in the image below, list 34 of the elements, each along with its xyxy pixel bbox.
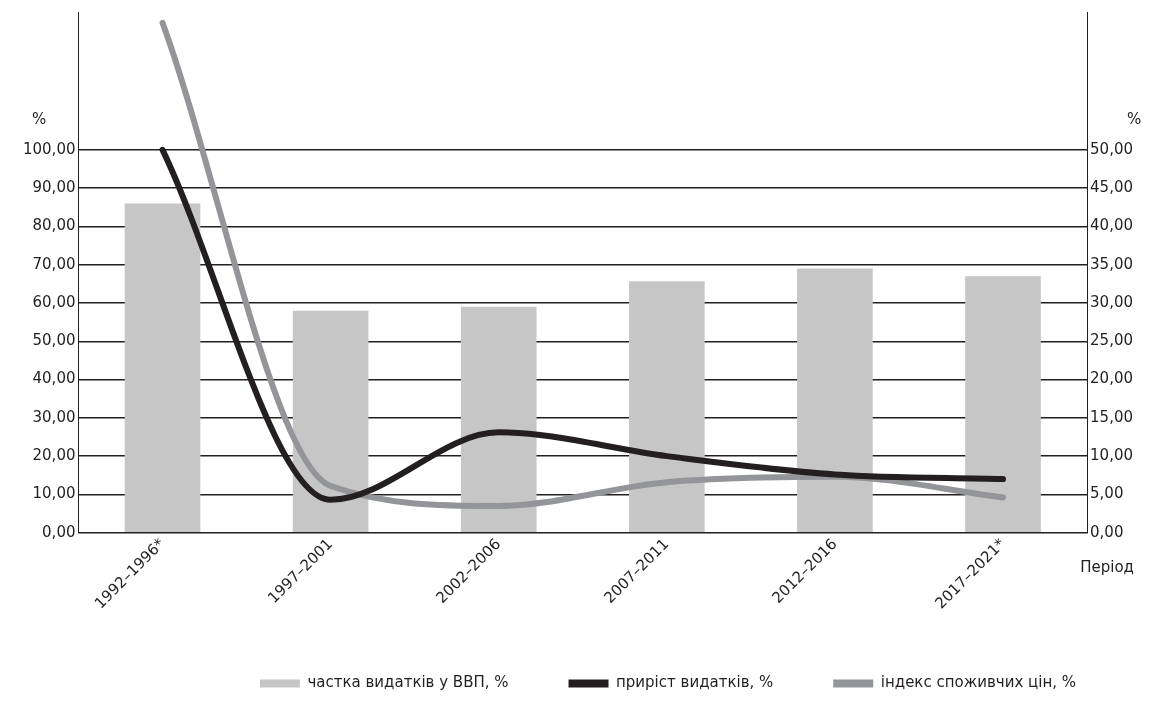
bar [797, 268, 873, 532]
y-axis-title: % [32, 110, 47, 129]
y2-tick-label: 50,00 [1090, 139, 1134, 158]
y2-tick-label: 15,00 [1090, 407, 1134, 426]
bar [965, 276, 1041, 532]
y2-tick-label: 5,00 [1090, 484, 1124, 503]
bar [460, 306, 537, 532]
legend-label: приріст видатків, % [616, 673, 774, 692]
y2-tick-label: 30,00 [1090, 292, 1134, 311]
y-tick-label: 60,00 [32, 292, 76, 311]
y-tick-label: 0,00 [42, 522, 76, 541]
y2-axis-title: % [1127, 110, 1142, 129]
legend-label: індекс споживчих цін, % [880, 673, 1077, 692]
y2-tick-label: 10,00 [1090, 446, 1134, 464]
bar [292, 310, 369, 532]
bar [629, 281, 705, 532]
x-axis-title: Період [1080, 558, 1134, 577]
y-tick-label: 100,00 [22, 139, 76, 158]
y2-tick-label: 0,00 [1090, 522, 1124, 541]
y-tick-label: 90,00 [32, 178, 76, 196]
y2-tick-label: 20,00 [1090, 369, 1134, 388]
bar [124, 203, 201, 532]
y-tick-label: 10,00 [32, 484, 76, 503]
legend-label: частка видатків у ВВП, % [307, 673, 509, 692]
y2-tick-label: 40,00 [1090, 216, 1134, 235]
y-tick-label: 40,00 [32, 369, 76, 388]
y-tick-label: 20,00 [32, 446, 76, 464]
y2-tick-label: 25,00 [1090, 331, 1134, 350]
y-tick-label: 30,00 [32, 407, 76, 426]
y-tick-label: 80,00 [32, 216, 76, 235]
y-tick-label: 50,00 [32, 331, 76, 350]
y-tick-label: 70,00 [32, 254, 76, 273]
y2-tick-label: 45,00 [1090, 178, 1134, 196]
y2-tick-label: 35,00 [1090, 254, 1134, 273]
